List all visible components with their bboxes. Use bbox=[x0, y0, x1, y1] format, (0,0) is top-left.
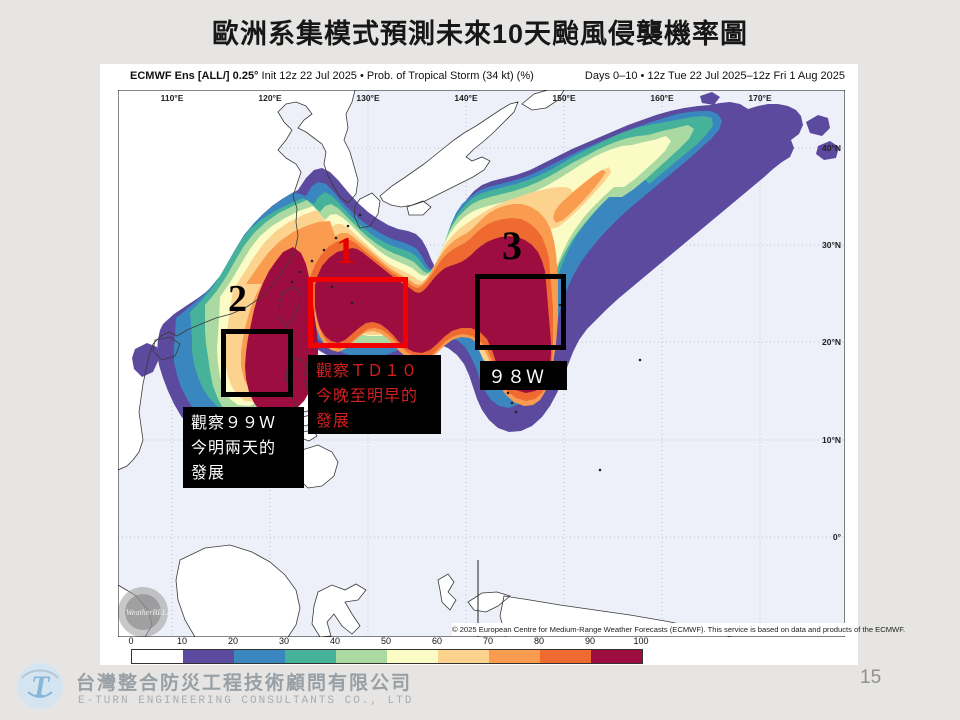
lat-label: 30°N bbox=[822, 240, 841, 250]
colorbar-tick: 40 bbox=[329, 636, 341, 646]
landmass bbox=[438, 574, 456, 610]
landmass bbox=[522, 90, 564, 110]
colorbar-tick: 70 bbox=[482, 636, 494, 646]
island-dot bbox=[322, 248, 326, 252]
lon-label: 170°E bbox=[748, 93, 772, 103]
island-dot bbox=[350, 301, 354, 305]
colorbar-segment bbox=[387, 650, 438, 663]
observation-note-3: ９８Ｗ bbox=[480, 361, 567, 390]
coastline bbox=[278, 286, 301, 328]
island-dot bbox=[506, 391, 510, 395]
probability-contour-70 bbox=[553, 170, 606, 223]
landmass bbox=[312, 584, 366, 637]
colorbar-tick: 90 bbox=[584, 636, 596, 646]
lon-label: 110°E bbox=[161, 93, 184, 103]
colorbar-segment bbox=[591, 650, 642, 663]
company-name-en: E-TURN ENGINEERING CONSULTANTS CO., LTD bbox=[78, 695, 414, 707]
lat-label: 0° bbox=[833, 532, 842, 542]
island-dot bbox=[358, 213, 362, 217]
landmass bbox=[380, 102, 518, 207]
coastline bbox=[117, 89, 359, 471]
colorbar-segment bbox=[336, 650, 387, 663]
colorbar-tick: 50 bbox=[380, 636, 392, 646]
coastline bbox=[406, 200, 432, 216]
colorbar-tick: 20 bbox=[227, 636, 239, 646]
lat-label: 40°N bbox=[822, 143, 841, 153]
colorbar bbox=[131, 649, 643, 664]
observation-note-1: 觀察ＴＤ１０ 今晚至明早的 發展 bbox=[308, 355, 441, 434]
coastline bbox=[379, 101, 519, 208]
probability-contour-10 bbox=[132, 343, 159, 377]
colorbar-segment bbox=[132, 650, 183, 663]
probability-contour-10 bbox=[700, 92, 720, 105]
page-number: 15 bbox=[860, 667, 882, 688]
copyright-note: © 2025 European Centre for Medium-Range … bbox=[452, 623, 906, 636]
island-dot bbox=[298, 270, 302, 274]
watermark-circle-inner bbox=[125, 594, 161, 630]
landmass bbox=[407, 201, 431, 215]
coastline bbox=[437, 573, 457, 611]
observation-number-2: 2 bbox=[228, 278, 247, 320]
coastline bbox=[353, 192, 381, 229]
observation-box-3 bbox=[475, 274, 566, 350]
landmass bbox=[296, 445, 338, 488]
colorbar-segment bbox=[285, 650, 336, 663]
colorbar-segment bbox=[183, 650, 234, 663]
map-model-label: ECMWF Ens [ALL/] 0.25° bbox=[130, 70, 259, 82]
coastline bbox=[467, 591, 511, 613]
observation-box-2 bbox=[221, 329, 293, 397]
company-name-zh: 台灣整合防災工程技術顧問有限公司 bbox=[76, 673, 413, 694]
map-header-left: ECMWF Ens [ALL/] 0.25° Init 12z 22 Jul 2… bbox=[130, 70, 534, 82]
watermark-text: WeatherBELL bbox=[126, 608, 172, 617]
island-dot bbox=[330, 285, 334, 289]
landmass bbox=[176, 545, 300, 637]
island-dot bbox=[514, 410, 518, 414]
map-init-label: Init 12z 22 Jul 2025 • Prob. of Tropical… bbox=[258, 70, 534, 82]
colorbar-tick: 10 bbox=[176, 636, 188, 646]
coastline bbox=[521, 89, 565, 111]
colorbar-segment bbox=[438, 650, 489, 663]
island-dot bbox=[558, 303, 562, 307]
lon-label: 160°E bbox=[650, 93, 674, 103]
colorbar-tick: 0 bbox=[128, 636, 134, 646]
island-dot bbox=[510, 401, 514, 405]
colorbar-tick: 80 bbox=[533, 636, 545, 646]
island-dot bbox=[310, 259, 314, 263]
lon-label: 150°E bbox=[552, 93, 576, 103]
lon-label: 140°E bbox=[454, 93, 478, 103]
coastline bbox=[152, 336, 181, 361]
page-title: 歐洲系集模式預測未來10天颱風侵襲機率圖 bbox=[211, 19, 749, 49]
island-dot bbox=[598, 468, 602, 472]
observation-note-2: 觀察９９Ｗ 今明兩天的 發展 bbox=[183, 407, 304, 488]
observation-number-3: 3 bbox=[502, 223, 522, 268]
lat-label: 20°N bbox=[822, 337, 841, 347]
coastline bbox=[175, 544, 301, 638]
colorbar-tick: 60 bbox=[431, 636, 443, 646]
lon-label: 120°E bbox=[258, 93, 282, 103]
coastline bbox=[311, 583, 367, 638]
map-header-right: Days 0–10 • 12z Tue 22 Jul 2025–12z Fri … bbox=[584, 70, 845, 82]
lon-label: 130°E bbox=[356, 93, 380, 103]
colorbar-tick: 30 bbox=[278, 636, 290, 646]
colorbar-tick-labels: 0 10 20 30 40 50 60 70 80 90 100 bbox=[0, 636, 960, 648]
observation-number-1: 1 bbox=[336, 230, 355, 272]
colorbar-segment bbox=[489, 650, 540, 663]
probability-contour-10 bbox=[816, 141, 839, 160]
island-dot bbox=[334, 236, 338, 240]
island-dot bbox=[290, 280, 294, 284]
probability-contour-10 bbox=[806, 115, 830, 136]
svg-text:T: T bbox=[31, 670, 51, 703]
island-dot bbox=[346, 224, 350, 228]
observation-box-1 bbox=[308, 277, 408, 348]
colorbar-segment bbox=[540, 650, 591, 663]
colorbar-segment bbox=[234, 650, 285, 663]
lat-label: 10°N bbox=[822, 435, 841, 445]
company-logo-icon: T bbox=[17, 663, 63, 709]
island-dot bbox=[638, 358, 642, 362]
colorbar-tick: 100 bbox=[633, 636, 649, 646]
